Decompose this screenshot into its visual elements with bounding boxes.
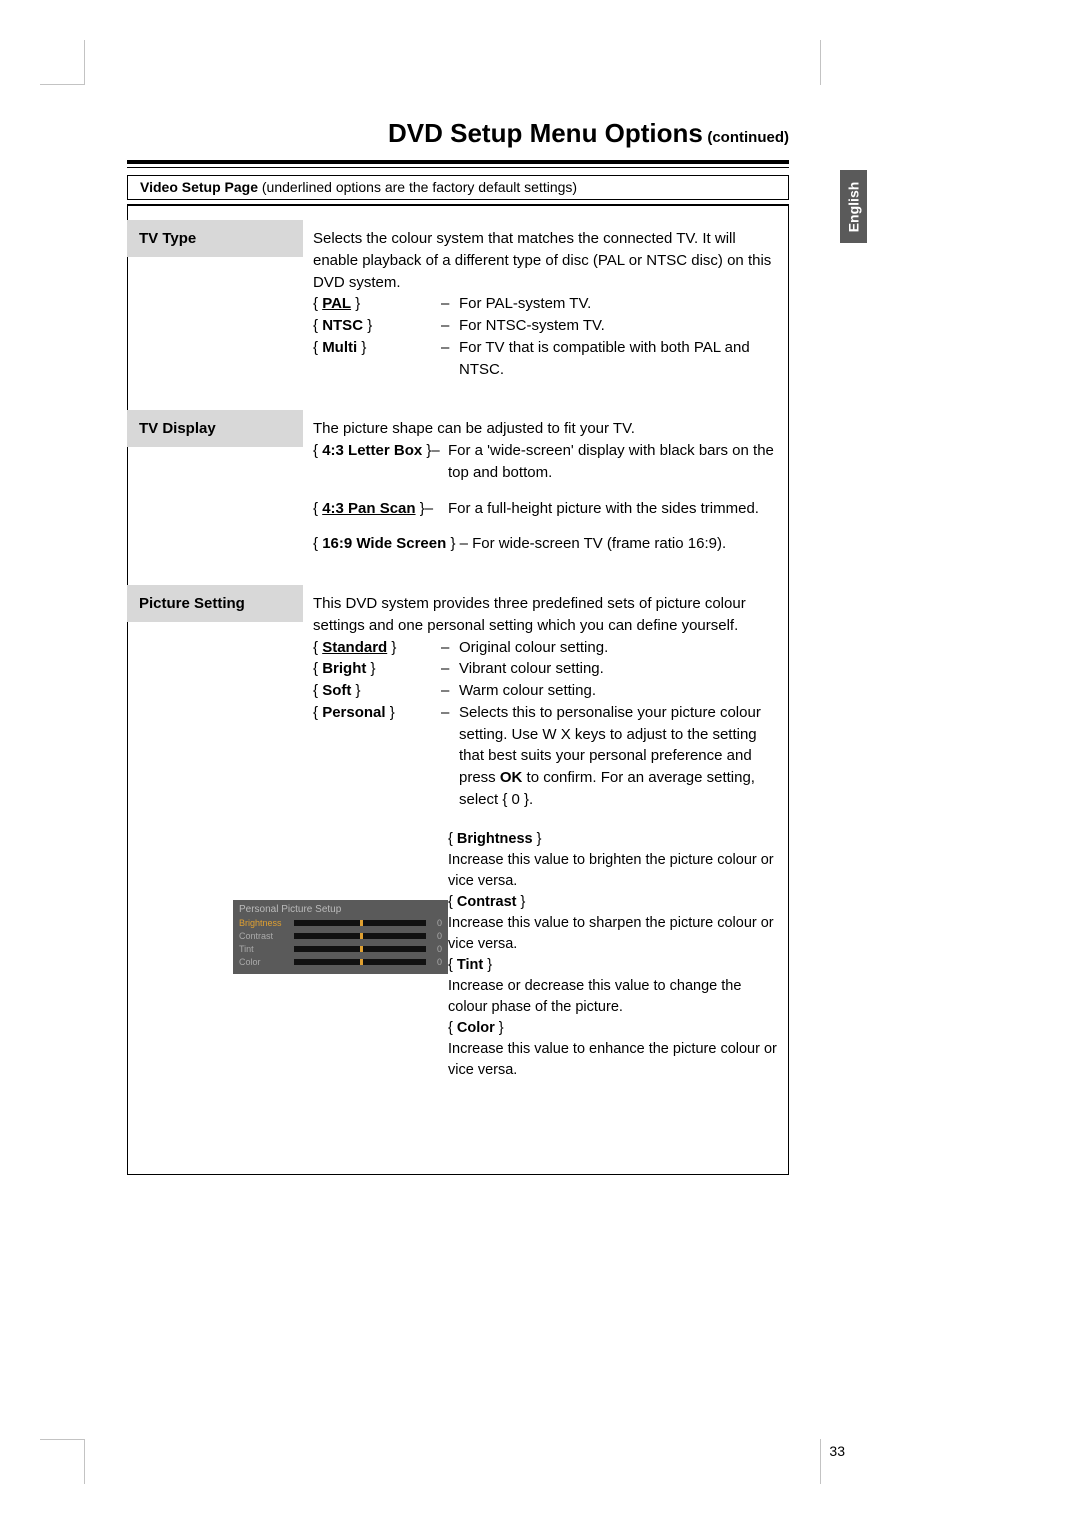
section-note: (underlined options are the factory defa… [262,179,577,195]
option-key: { Bright } [313,658,441,680]
language-label: English [846,181,862,232]
slider-name: Color [239,957,294,967]
option-desc: Original colour setting. [459,637,779,659]
option-key: { Soft } [313,680,441,702]
slider-value: 0 [430,944,442,954]
option-row: { Bright } – Vibrant colour setting. [313,658,779,680]
row-tv-type: TV Type Selects the colour system that m… [127,220,789,380]
frame-bottom [127,1174,789,1175]
slider-name: Contrast [239,931,294,941]
slider-value: 0 [430,931,442,941]
slider-row: Contrast 0 [239,930,442,942]
option-row: { NTSC } – For NTSC-system TV. [313,315,779,337]
slider-name: Tint [239,944,294,954]
label-tv-display: TV Display [127,410,303,447]
option-desc: Selects this to personalise your picture… [459,702,779,811]
page-number: 33 [829,1443,845,1459]
option-key: { Standard } [313,637,441,659]
sub-text: Increase this value to sharpen the pictu… [448,913,779,955]
sub-text: Increase this value to brighten the pict… [448,850,779,892]
option-key: { Personal } [313,702,441,811]
option-row: { Multi } – For TV that is compatible wi… [313,337,779,381]
content-area: TV Type Selects the colour system that m… [127,220,789,1081]
page-title-continued: (continued) [707,129,789,146]
option-desc: For a 'wide-screen' display with black b… [448,440,779,484]
row-tv-display: TV Display The picture shape can be adju… [127,410,789,555]
crop-mark [820,40,865,85]
option-key: { Multi } [313,337,441,381]
option-key: { NTSC } [313,315,441,337]
slider-row: Color 0 [239,956,442,968]
label-picture-setting: Picture Setting [127,585,303,622]
slider-name: Brightness [239,918,294,928]
label-tv-type: TV Type [127,220,303,257]
slider-bar[interactable] [294,946,426,952]
option-desc: Vibrant colour setting. [459,658,779,680]
option-desc: For NTSC-system TV. [459,315,779,337]
slider-bar[interactable] [294,933,426,939]
desc-tv-type: Selects the colour system that matches t… [303,220,789,380]
slider-row: Brightness 0 [239,917,442,929]
option-row: { 4:3 Pan Scan }– For a full-height pict… [313,498,779,520]
slider-row: Tint 0 [239,943,442,955]
picture-intro: This DVD system provides three predefine… [313,593,779,637]
option-key: { 4:3 Pan Scan }– [313,498,448,520]
language-tab: English [840,170,867,243]
slider-value: 0 [430,918,442,928]
section-header: Video Setup Page (underlined options are… [127,175,789,200]
page-title: DVD Setup Menu Options (continued) [127,118,789,149]
sub-text: Increase or decrease this value to chang… [448,976,779,1018]
slider-bar[interactable] [294,920,426,926]
slider-value: 0 [430,957,442,967]
option-row: { 4:3 Letter Box }– For a 'wide-screen' … [313,440,779,484]
crop-mark [40,1439,85,1484]
section-title: Video Setup Page [140,179,258,195]
section-underline [127,204,789,206]
personal-picture-setup-panel: Personal Picture Setup Brightness 0 Cont… [233,900,448,974]
option-row: { Standard } – Original colour setting. [313,637,779,659]
option-row: { Personal } – Selects this to personali… [313,702,779,811]
desc-tv-display: The picture shape can be adjusted to fit… [303,410,789,555]
option-desc: For PAL-system TV. [459,293,779,315]
option-row: { Soft } – Warm colour setting. [313,680,779,702]
slider-bar[interactable] [294,959,426,965]
desc-picture-setting: This DVD system provides three predefine… [303,585,789,1081]
option-desc: For TV that is compatible with both PAL … [459,337,779,381]
personal-sub-settings: { Brightness } Increase this value to br… [448,829,779,1081]
option-desc: For wide-screen TV (frame ratio 16:9). [472,535,726,552]
option-desc: For a full-height picture with the sides… [448,498,779,520]
row-picture-setting: Picture Setting This DVD system provides… [127,585,789,1081]
option-key: { 4:3 Letter Box }– [313,440,448,484]
title-underline [127,160,789,168]
sub-text: Increase this value to enhance the pictu… [448,1039,779,1081]
page-title-main: DVD Setup Menu Options [388,118,703,148]
tv-type-intro: Selects the colour system that matches t… [313,228,779,293]
option-key: { PAL } [313,293,441,315]
option-row: { 16:9 Wide Screen } – For wide-screen T… [313,533,779,555]
slider-panel-title: Personal Picture Setup [239,904,442,915]
tv-display-intro: The picture shape can be adjusted to fit… [313,418,779,440]
option-row: { PAL } – For PAL-system TV. [313,293,779,315]
option-desc: Warm colour setting. [459,680,779,702]
crop-mark [40,40,85,85]
